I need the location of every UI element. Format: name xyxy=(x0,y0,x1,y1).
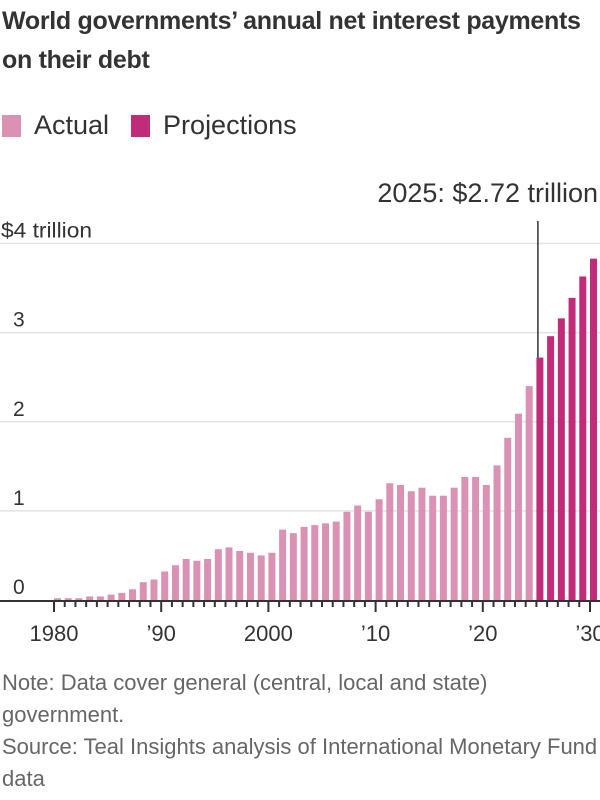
bar-actual-2002 xyxy=(289,533,297,600)
bar-actual-2013 xyxy=(407,491,415,600)
x-tick-label: 1980 xyxy=(30,621,79,646)
note-text: Note: Data cover general (central, local… xyxy=(2,670,488,727)
bar-actual-2009 xyxy=(364,511,372,600)
source-text: Source: Teal Insights analysis of Intern… xyxy=(2,734,598,791)
bar-actual-1991 xyxy=(171,565,179,600)
annotation: 2025: $2.72 trillion xyxy=(377,178,598,358)
legend-label-actual: Actual xyxy=(34,110,110,140)
bar-actual-1981 xyxy=(64,598,72,600)
bar-actual-2014 xyxy=(418,487,426,600)
bar-actual-2008 xyxy=(354,505,362,600)
y-tick-label: 0 xyxy=(13,576,25,599)
bar-actual-2016 xyxy=(439,495,447,600)
x-axis: 1980 ’90 2000 ’10 ’20 ’30 xyxy=(0,600,600,646)
bar-projections-2028 xyxy=(568,297,576,600)
bar-actual-2015 xyxy=(429,495,437,600)
bar-actual-2023 xyxy=(514,413,522,600)
bar-actual-1998 xyxy=(246,552,254,600)
bar-actual-2021 xyxy=(493,465,501,600)
legend-label-projections: Projections xyxy=(163,110,297,140)
bar-actual-2022 xyxy=(504,437,512,600)
bar-actual-2005 xyxy=(322,523,329,600)
y-axis-labels: 0 1 2 3 $4 trillion xyxy=(1,220,92,600)
y-tick-label: 1 xyxy=(13,487,25,510)
bar-actual-2019 xyxy=(472,477,480,600)
chart-notes: Note: Data cover general (central, local… xyxy=(2,667,598,795)
bar-actual-2001 xyxy=(279,529,287,600)
bar-projections-2027 xyxy=(557,318,565,600)
bar-actual-2024 xyxy=(525,386,533,600)
x-tick-label: ’30 xyxy=(575,621,600,646)
y-tick-label: 3 xyxy=(13,309,25,332)
chart-title: World governments’ annual net interest p… xyxy=(2,7,581,74)
bar-actual-2004 xyxy=(311,525,319,600)
bar-actual-1984 xyxy=(96,596,104,600)
bar-actual-1987 xyxy=(129,589,137,600)
bar-actual-1985 xyxy=(107,594,115,600)
bar-actual-1986 xyxy=(118,592,126,600)
bar-actual-1989 xyxy=(150,579,158,600)
legend-item-projections: Projections xyxy=(131,110,297,141)
legend: Actual Projections xyxy=(2,110,319,141)
bar-actual-1996 xyxy=(225,547,233,600)
bar-actual-2012 xyxy=(397,485,405,600)
bar-chart: 2025: $2.72 trillion 1980 ’90 2000 ’10 ’20 ’3… xyxy=(0,178,600,646)
bar-projections-2026 xyxy=(547,336,555,600)
bar-actual-1999 xyxy=(257,555,265,600)
bar-actual-2017 xyxy=(450,487,458,600)
bar-actual-1992 xyxy=(182,559,190,600)
bar-actual-1988 xyxy=(139,582,147,600)
bar-actual-2011 xyxy=(386,483,394,600)
x-tick-label: ’20 xyxy=(468,621,497,646)
bar-actual-2006 xyxy=(332,521,340,600)
bar-actual-2003 xyxy=(300,526,308,600)
bar-actual-1993 xyxy=(193,560,201,600)
annotation-label: 2025: $2.72 trillion xyxy=(377,178,598,208)
bar-actual-1983 xyxy=(86,596,94,600)
x-tick-label: 2000 xyxy=(244,621,293,646)
bar-projections-2029 xyxy=(579,276,587,600)
y-tick-label: $4 trillion xyxy=(1,220,92,243)
bar-projections-2030 xyxy=(590,258,597,600)
y-tick-label: 2 xyxy=(13,398,25,421)
bar-actual-2000 xyxy=(268,552,276,600)
bar-actual-2020 xyxy=(482,485,490,600)
bar-actual-1982 xyxy=(75,598,83,600)
bar-projections-2025 xyxy=(536,357,544,600)
legend-item-actual: Actual xyxy=(2,110,109,141)
x-tick-label: ’90 xyxy=(147,621,176,646)
bar-actual-1994 xyxy=(204,559,212,600)
bar-actual-2018 xyxy=(461,477,469,600)
bar-actual-1997 xyxy=(236,550,244,600)
legend-swatch-actual xyxy=(2,114,21,137)
legend-swatch-projections xyxy=(131,114,151,137)
bar-actual-1980 xyxy=(54,598,61,600)
x-tick-label: ’10 xyxy=(361,621,390,646)
bar-actual-2007 xyxy=(343,511,351,600)
bar-actual-1995 xyxy=(214,549,222,600)
bar-actual-2010 xyxy=(375,499,383,600)
bar-actual-1990 xyxy=(161,571,169,600)
bars xyxy=(54,258,597,600)
